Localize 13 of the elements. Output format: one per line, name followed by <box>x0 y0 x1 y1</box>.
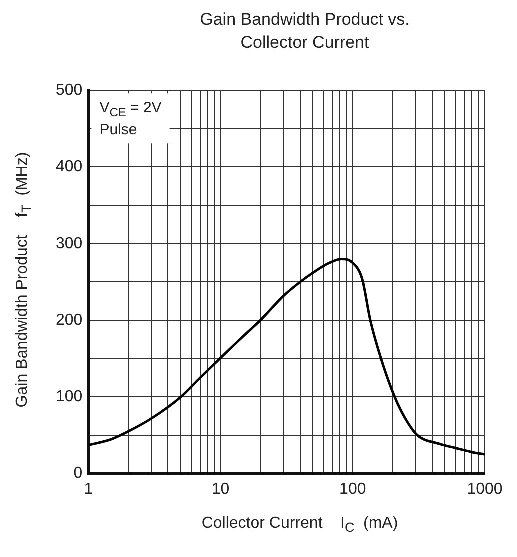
y-tick-label: 500 <box>56 82 83 100</box>
x-tick-label: 10 <box>212 480 230 498</box>
x-tick-label: 100 <box>340 480 366 498</box>
y-tick-label: 200 <box>56 312 83 329</box>
y-tick-label: 400 <box>56 158 83 176</box>
y-tick-label: 100 <box>56 388 83 406</box>
chart-title: Gain Bandwidth Product vs. Collector Current <box>199 9 411 54</box>
x-axis-title: Collector Current I$_{C}$ (mA) <box>202 515 398 536</box>
annotation: Pulse <box>100 122 138 139</box>
y-tick-label: 0 <box>74 465 83 482</box>
y-tick-label: 300 <box>56 235 83 252</box>
x-tick-label: 1000 <box>467 480 503 498</box>
x-tick-label: 1 <box>84 480 94 498</box>
